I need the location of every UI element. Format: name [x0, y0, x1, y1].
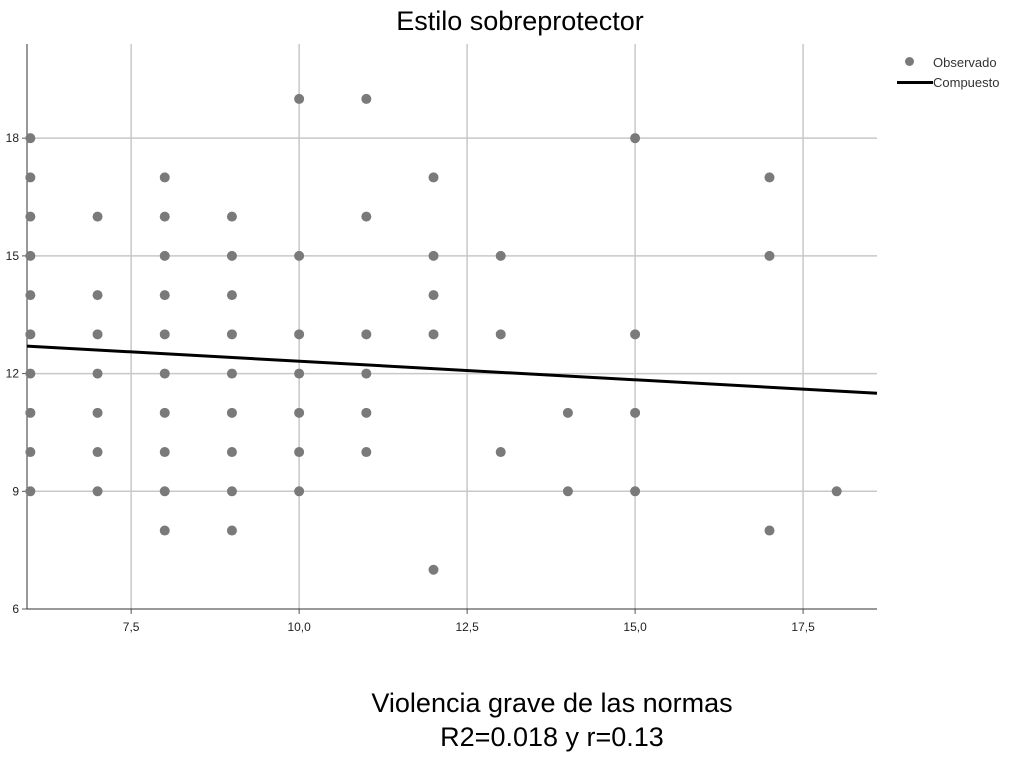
data-point	[764, 172, 775, 183]
data-point	[361, 368, 372, 379]
y-tick-label: 9	[12, 484, 19, 498]
data-point	[159, 211, 170, 222]
data-point	[25, 133, 36, 144]
x-tick-label: 7,5	[123, 620, 140, 634]
data-point	[428, 250, 439, 261]
data-point	[294, 93, 305, 104]
data-point	[159, 172, 170, 183]
data-point	[361, 447, 372, 458]
data-point	[495, 447, 506, 458]
data-point	[159, 447, 170, 458]
data-point	[226, 368, 237, 379]
data-point	[226, 447, 237, 458]
legend-item-observed: Observado	[897, 52, 999, 72]
data-point	[92, 368, 103, 379]
data-point	[25, 172, 36, 183]
data-point	[226, 211, 237, 222]
data-point	[92, 290, 103, 301]
data-point	[159, 290, 170, 301]
data-point	[159, 525, 170, 536]
data-point	[226, 290, 237, 301]
data-point	[25, 250, 36, 261]
fit-line	[26, 344, 878, 395]
grid-layer	[27, 44, 877, 609]
data-point	[428, 290, 439, 301]
x-tick-label: 10,0	[287, 620, 311, 634]
data-point	[226, 329, 237, 340]
axis-layer: 7,5 10,0 12,5 15,0 17,5 6 9 12 15 18	[6, 44, 877, 634]
data-point	[428, 172, 439, 183]
data-point	[226, 250, 237, 261]
data-point	[294, 329, 305, 340]
data-point	[361, 93, 372, 104]
y-tick-label: 18	[6, 131, 20, 145]
x-tick-label: 17,5	[791, 620, 815, 634]
data-point	[630, 329, 641, 340]
x-tick-label: 12,5	[455, 620, 479, 634]
data-point	[294, 486, 305, 497]
data-point	[294, 447, 305, 458]
data-point	[92, 486, 103, 497]
data-point	[361, 329, 372, 340]
data-point	[361, 407, 372, 418]
x-axis-label: Violencia grave de las normas	[371, 688, 733, 718]
data-point	[159, 486, 170, 497]
data-point	[361, 211, 372, 222]
data-point	[630, 486, 641, 497]
data-point	[428, 329, 439, 340]
data-point	[562, 407, 573, 418]
data-point	[294, 368, 305, 379]
data-point	[92, 407, 103, 418]
data-point	[764, 525, 775, 536]
data-point	[226, 525, 237, 536]
data-point	[92, 447, 103, 458]
data-point	[495, 250, 506, 261]
data-point	[25, 407, 36, 418]
data-point	[25, 368, 36, 379]
scatter-chart: 7,5 10,0 12,5 15,0 17,5 6 9 12 15 18	[6, 44, 878, 634]
data-point	[25, 211, 36, 222]
data-point	[159, 407, 170, 418]
legend: Observado Compuesto	[897, 52, 999, 92]
data-point	[428, 564, 439, 575]
y-tick-label: 6	[12, 602, 19, 616]
data-point	[92, 211, 103, 222]
data-point	[495, 329, 506, 340]
data-point	[294, 407, 305, 418]
fit-line-layer	[26, 344, 878, 395]
data-point	[92, 329, 103, 340]
legend-dot-icon	[897, 55, 933, 69]
data-point	[764, 250, 775, 261]
data-point	[630, 407, 641, 418]
stats-subtitle: R2=0.018 y r=0.13	[440, 722, 664, 752]
data-point	[562, 486, 573, 497]
legend-label-fit: Compuesto	[933, 74, 1000, 90]
points-layer	[25, 93, 842, 575]
legend-line-icon	[897, 75, 933, 89]
data-point	[25, 486, 36, 497]
legend-label-observed: Observado	[933, 54, 997, 70]
data-point	[159, 368, 170, 379]
y-tick-label: 12	[6, 367, 20, 381]
data-point	[25, 447, 36, 458]
data-point	[25, 290, 36, 301]
data-point	[831, 486, 842, 497]
data-point	[25, 329, 36, 340]
y-tick-label: 15	[6, 249, 20, 263]
data-point	[226, 486, 237, 497]
data-point	[630, 133, 641, 144]
data-point	[294, 250, 305, 261]
x-tick-label: 15,0	[623, 620, 647, 634]
legend-item-fit: Compuesto	[897, 72, 999, 92]
data-point	[159, 329, 170, 340]
chart-title: Estilo sobreprotector	[396, 6, 644, 36]
data-point	[226, 407, 237, 418]
data-point	[159, 250, 170, 261]
